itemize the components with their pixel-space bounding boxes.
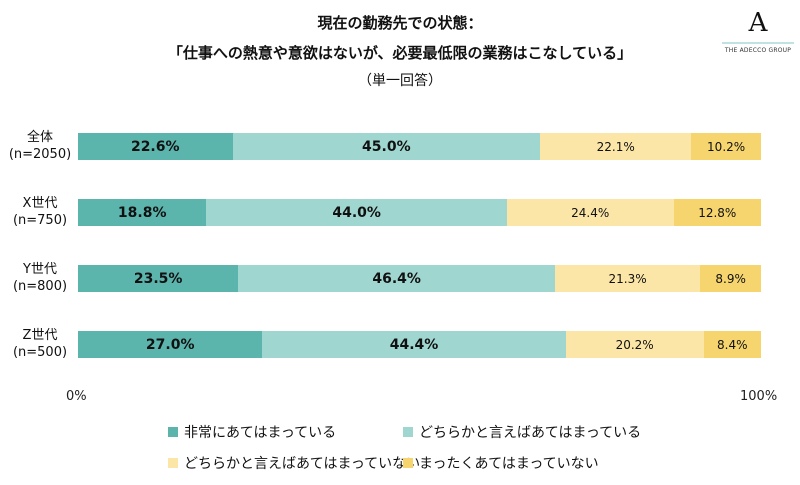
chart-subtitle: （単一回答） [358,73,442,89]
bar-segment: 8.4% [703,331,761,358]
data-label: 45.0% [362,138,411,155]
category-name: Z世代 [22,328,58,343]
bar-segment: 10.2% [691,133,761,160]
category-n: (n=750) [12,213,68,228]
stacked-bar: 23.5% 46.4% 21.3% 8.9% [78,265,761,292]
category-n: (n=2050) [8,147,72,162]
stacked-bar: 18.8% 44.0% 24.4% 12.8% [78,199,761,226]
category-n: (n=800) [12,279,68,294]
category-label: 全体 (n=2050) [0,129,80,163]
stacked-bar: 22.6% 45.0% 22.1% 10.2% [78,133,761,160]
legend-item: まったくあてはまっていない [403,453,599,473]
legend-swatch [403,427,413,437]
logo-text: THE ADECCO GROUP [724,47,792,54]
bar-segment: 21.3% [554,265,701,292]
bar-segment: 18.8% [78,199,207,226]
category-name: 全体 [26,130,53,145]
category-name: Y世代 [23,262,57,277]
legend-swatch [168,458,178,468]
bar-segment: 44.0% [206,199,507,226]
data-label: 23.5% [133,270,183,287]
logo-divider [722,42,794,44]
data-label: 44.4% [389,336,439,353]
category-label: X世代 (n=750) [0,195,80,229]
data-label: 27.0% [145,336,195,353]
data-label: 10.2% [707,139,746,154]
data-label: 18.8% [117,204,167,221]
data-label: 20.2% [615,337,654,352]
legend-label: まったくあてはまっていない [419,456,599,472]
legend-item: どちらかと言えばあてはまっていない [168,453,420,473]
legend-swatch [168,427,178,437]
data-label: 12.8% [698,205,737,220]
legend-swatch [403,458,413,468]
bar-segment: 22.1% [540,133,692,160]
category-name: X世代 [22,196,58,211]
legend-item: 非常にあてはまっている [168,422,336,442]
data-label: 8.4% [717,337,748,352]
x-tick-0: 0% [66,389,87,404]
bar-segment: 44.4% [262,331,566,358]
bar-segment: 27.0% [78,331,263,358]
category-label: Y世代 (n=800) [0,261,80,295]
legend-label: 非常にあてはまっている [184,425,337,441]
data-label: 44.0% [332,204,381,221]
stacked-bar: 27.0% 44.4% 20.2% 8.4% [78,331,761,358]
legend-label: どちらかと言えばあてはまっている [419,425,642,441]
chart-title-line1: 現在の勤務先での状態： [317,14,483,32]
category-label: Z世代 (n=500) [0,327,80,361]
bar-segment: 24.4% [506,199,674,226]
bar-segment: 46.4% [238,265,555,292]
x-tick-100: 100% [740,389,778,404]
bar-segment: 20.2% [565,331,704,358]
bar-segment: 12.8% [673,199,761,226]
data-label: 22.1% [596,139,635,154]
bar-segment: 8.9% [700,265,761,292]
data-label: 21.3% [608,271,647,286]
data-label: 46.4% [372,270,421,287]
legend-item: どちらかと言えばあてはまっている [403,422,641,442]
bar-segment: 23.5% [78,265,239,292]
logo-mark: A [748,8,768,38]
chart-title-line2: 「仕事への熱意や意欲はないが、必要最低限の業務はこなしている」 [167,44,633,62]
bar-segment: 22.6% [78,133,233,160]
category-n: (n=500) [12,345,68,360]
bar-segment: 45.0% [232,133,541,160]
data-label: 24.4% [571,205,610,220]
legend-label: どちらかと言えばあてはまっていない [184,456,421,472]
data-label: 22.6% [130,138,180,155]
adecco-logo: A THE ADECCO GROUP [718,10,798,54]
data-label: 8.9% [715,271,746,286]
